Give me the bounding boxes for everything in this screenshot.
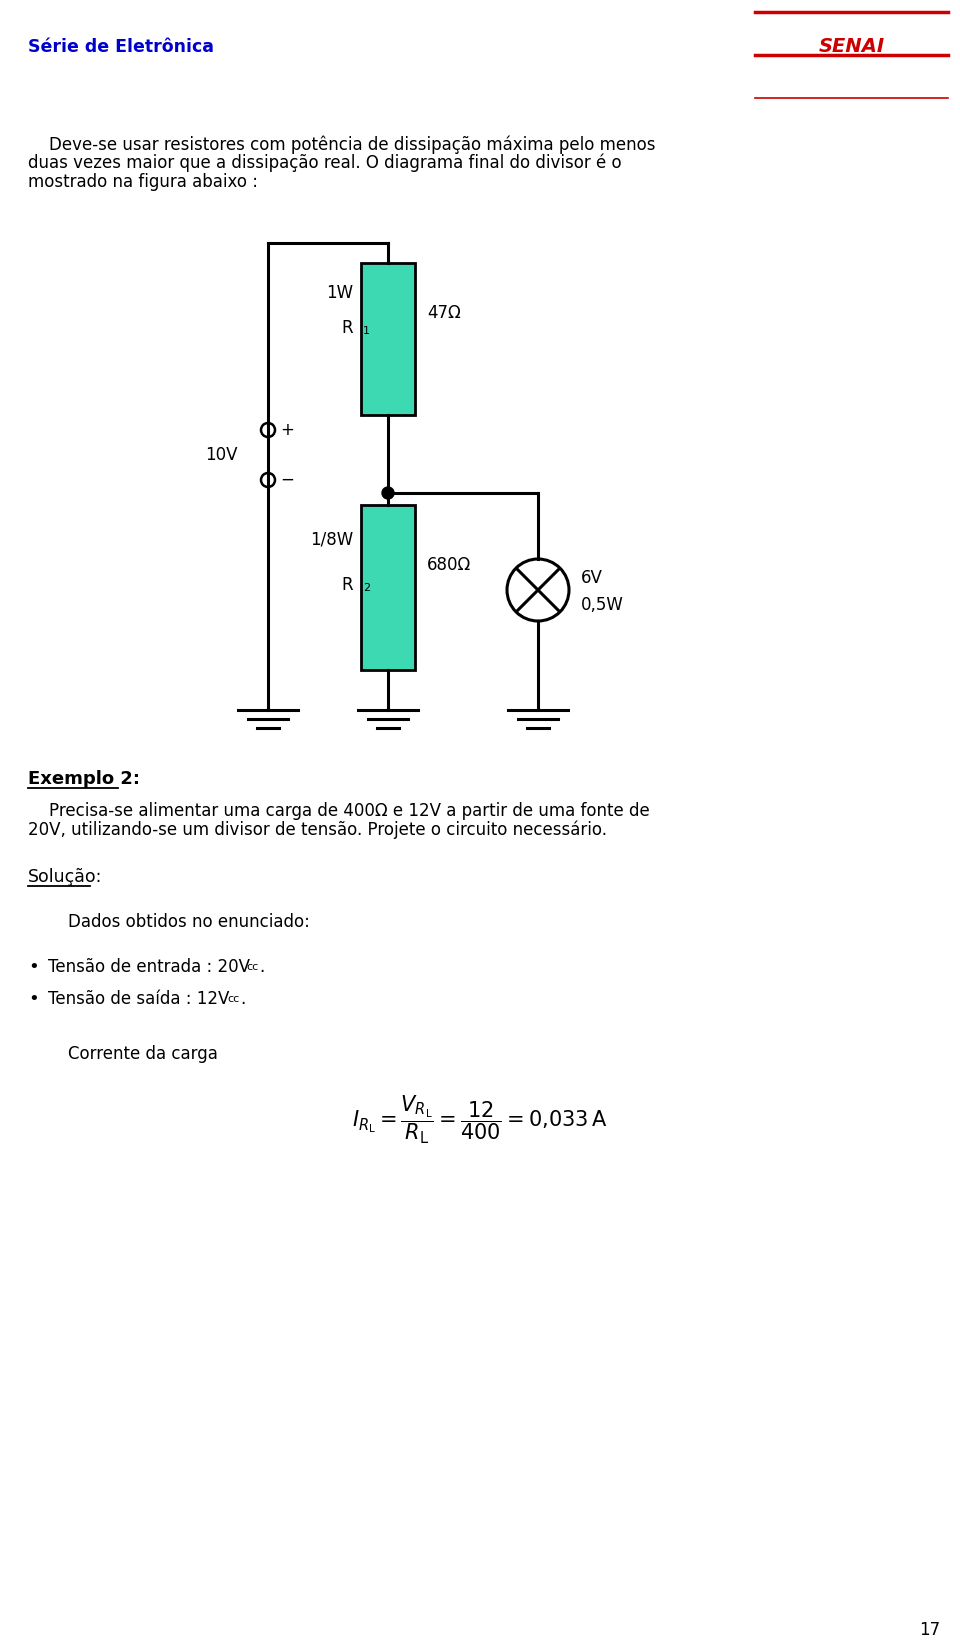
Text: .: . (259, 958, 264, 977)
Text: 2: 2 (363, 584, 371, 593)
Bar (361, 263, 415, 414)
Text: Corrente da carga: Corrente da carga (68, 1046, 218, 1064)
Text: Precisa-se alimentar uma carga de 400Ω e 12V a partir de uma fonte de: Precisa-se alimentar uma carga de 400Ω e… (28, 802, 650, 820)
Text: Tensão de entrada : 20V: Tensão de entrada : 20V (48, 958, 250, 977)
Circle shape (382, 487, 394, 500)
Bar (361, 505, 415, 671)
Text: $I_{R_{\mathrm{L}}} = \dfrac{V_{R_{\mathrm{L}}}}{R_{\mathrm{L}}} = \dfrac{12}{40: $I_{R_{\mathrm{L}}} = \dfrac{V_{R_{\math… (352, 1093, 608, 1146)
Text: Tensão de saída : 12V: Tensão de saída : 12V (48, 990, 229, 1008)
Text: cc: cc (246, 962, 258, 972)
Text: cc: cc (227, 995, 239, 1004)
Text: 680Ω: 680Ω (427, 556, 471, 574)
Text: .: . (240, 990, 245, 1008)
Text: 10V: 10V (205, 446, 238, 464)
Text: R: R (342, 575, 353, 593)
Text: 47Ω: 47Ω (427, 304, 461, 322)
Text: Dados obtidos no enunciado:: Dados obtidos no enunciado: (68, 912, 310, 931)
Text: duas vezes maior que a dissipação real. O diagrama final do divisor é o: duas vezes maior que a dissipação real. … (28, 155, 622, 173)
Text: •: • (28, 958, 38, 977)
Text: •: • (28, 990, 38, 1008)
Text: Exemplo 2:: Exemplo 2: (28, 769, 140, 787)
Text: SENAI: SENAI (819, 38, 885, 56)
Text: Série de Eletrônica: Série de Eletrônica (28, 38, 214, 56)
Text: 1W: 1W (325, 284, 353, 302)
Text: −: − (280, 470, 294, 488)
Text: 1/8W: 1/8W (310, 531, 353, 549)
Text: 17: 17 (920, 1621, 941, 1639)
Text: +: + (280, 421, 294, 439)
Text: R: R (342, 319, 353, 337)
Text: Solução:: Solução: (28, 868, 103, 886)
Text: mostrado na figura abaixo :: mostrado na figura abaixo : (28, 173, 258, 191)
Text: 6V: 6V (581, 569, 603, 587)
Text: 1: 1 (363, 326, 370, 335)
Text: 0,5W: 0,5W (581, 597, 624, 613)
Text: 20V, utilizando-se um divisor de tensão. Projete o circuito necessário.: 20V, utilizando-se um divisor de tensão.… (28, 820, 607, 840)
Text: Deve-se usar resistores com potência de dissipação máxima pelo menos: Deve-se usar resistores com potência de … (28, 135, 656, 153)
